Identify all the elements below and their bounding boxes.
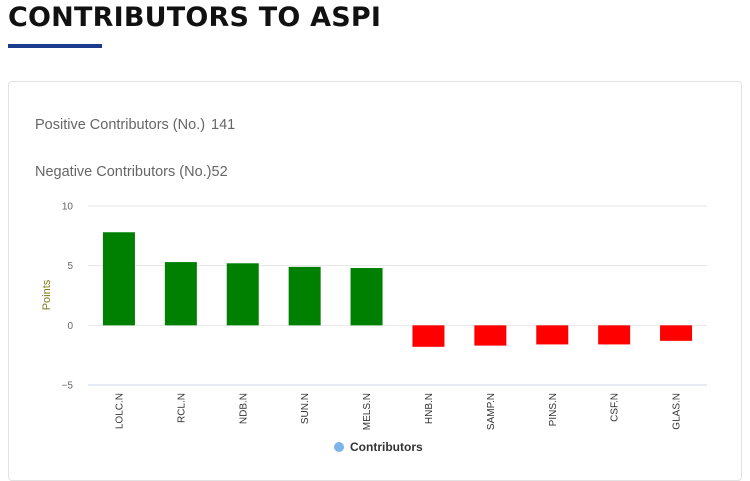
bar-hnb-n [412, 325, 445, 347]
x-tick-label: HNB.N [424, 393, 435, 424]
x-tick-label: GLAS.N [672, 393, 683, 430]
bar-csf-n [598, 325, 631, 345]
chart-legend[interactable]: Contributors [334, 440, 423, 454]
positive-contributors-value: 141 [211, 117, 236, 133]
negative-contributors-stat: Negative Contributors (No.)52 [35, 164, 228, 180]
x-tick-label: SAMP.N [486, 393, 497, 430]
bar-mels-n [350, 268, 383, 326]
legend-marker [334, 442, 344, 452]
y-axis-title: Points [41, 279, 53, 310]
contributors-bar-chart: 10 5 0 −5 Points LOLC.N RCL.N NDB.N SUN.N MELS.N H… [41, 202, 707, 430]
x-tick-label: SUN.N [300, 393, 311, 424]
x-tick-label: NDB.N [238, 393, 249, 424]
bar-rcl-n [164, 262, 197, 326]
bar-lolc-n [102, 232, 135, 326]
bar-sun-n [288, 266, 321, 326]
y-tick-label: −5 [62, 381, 74, 392]
y-tick-label: 10 [62, 202, 74, 213]
bar-glas-n [660, 325, 693, 341]
negative-contributors-label: Negative Contributors (No.) [35, 164, 212, 180]
y-tick-label: 0 [67, 321, 73, 332]
positive-contributors-stat: Positive Contributors (No.) 141 [35, 117, 235, 133]
x-tick-label: RCL.N [176, 393, 187, 423]
x-tick-label: CSF.N [610, 393, 621, 422]
bar-pins-n [536, 325, 569, 345]
y-tick-label: 5 [67, 261, 73, 272]
bar-ndb-n [226, 263, 259, 326]
x-tick-label: LOLC.N [114, 393, 125, 429]
title-underline [8, 44, 102, 48]
x-tick-label: MELS.N [362, 393, 373, 430]
legend-label-contributors: Contributors [350, 440, 423, 454]
bar-samp-n [474, 325, 507, 346]
positive-contributors-label: Positive Contributors (No.) [35, 117, 206, 133]
negative-contributors-value: 52 [211, 164, 228, 180]
x-tick-label: PINS.N [548, 393, 559, 426]
page-title: CONTRIBUTORS TO ASPI [8, 2, 382, 33]
